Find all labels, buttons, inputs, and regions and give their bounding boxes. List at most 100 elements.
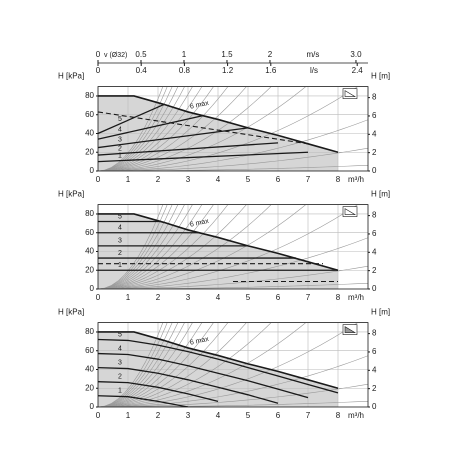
y-tick-label: 0: [90, 166, 95, 175]
x-tick-label: 8: [336, 293, 341, 302]
plot: [98, 86, 368, 171]
x-tick-label: 4: [216, 411, 221, 420]
curve: [98, 395, 189, 408]
y-tick-label: 60: [85, 110, 94, 119]
x-tick-label: 7: [306, 293, 311, 302]
x-tick-label: 5: [246, 411, 251, 420]
x-tick-label: 1: [126, 411, 131, 420]
curve: [98, 151, 309, 163]
system-curve: [98, 86, 272, 171]
y2-tick-label: 0: [372, 402, 377, 411]
y-tick-label: 20: [85, 383, 94, 392]
curve-label: 5: [118, 213, 122, 220]
y2-tick-label: 8: [372, 93, 377, 102]
system-curve: [98, 86, 164, 171]
y-tick-label: 80: [85, 209, 94, 218]
y-axis-label: H [kPa]: [58, 72, 84, 81]
system-curve: [98, 237, 368, 290]
y-tick-label: 80: [85, 327, 94, 336]
y-tick-label: 60: [85, 228, 94, 237]
x-axis-label: m³/h: [348, 293, 364, 302]
curve: [98, 142, 279, 156]
top-tick-label: 0.8: [179, 66, 191, 75]
curve: [98, 331, 339, 390]
curve-label: 6 max: [189, 218, 210, 229]
top-tick-label: 0: [96, 66, 101, 75]
curve-label: 3: [118, 238, 122, 245]
x-tick-label: 7: [306, 411, 311, 420]
mode-icon-curve: [344, 326, 357, 333]
x-tick-label: 2: [156, 293, 161, 302]
curve-label: 1: [118, 262, 122, 269]
system-curve: [98, 322, 203, 408]
x-tick-label: 1: [126, 175, 131, 184]
x-tick-label: 6: [276, 293, 281, 302]
x-axis-label: m³/h: [348, 175, 364, 184]
y-tick-label: 20: [85, 265, 94, 274]
y2-tick-label: 2: [372, 266, 377, 275]
y2-tick-label: 8: [372, 329, 377, 338]
top-tick-label: 1.2: [222, 66, 234, 75]
y-tick-label: 0: [90, 284, 95, 293]
curve-label: 2: [118, 145, 122, 152]
curve: [98, 115, 204, 140]
x-tick-label: 5: [246, 175, 251, 184]
system-curve: [98, 204, 185, 290]
system-curve: [98, 86, 247, 171]
y-tick-label: 20: [85, 147, 94, 156]
curve: [98, 127, 249, 149]
system-curve: [98, 322, 229, 408]
top-axis-label: v (Ø32): [104, 52, 127, 59]
top-tick-label: 1.5: [221, 50, 233, 59]
system-curve: [98, 322, 214, 408]
y-tick-label: 0: [90, 402, 95, 411]
top-tick-label: 2.4: [352, 66, 364, 75]
y2-tick-label: 6: [372, 229, 377, 238]
plot-frame: [97, 86, 369, 172]
top-axis-unit: l/s: [310, 66, 318, 75]
y2-tick-label: 4: [372, 247, 377, 256]
x-tick-label: 6: [276, 411, 281, 420]
system-curve: [98, 204, 168, 290]
plot-frame: [97, 204, 369, 290]
curve: [98, 95, 339, 154]
x-tick-label: 3: [186, 293, 191, 302]
y-axis-label: H [kPa]: [58, 190, 84, 199]
y2-tick-label: 4: [372, 129, 377, 138]
mode-icon-curve: [344, 208, 357, 215]
plot: [98, 204, 368, 290]
y2-tick-label: 2: [372, 148, 377, 157]
curve-label: 4: [118, 225, 122, 232]
x-axis-label: m³/h: [348, 411, 364, 420]
x-tick-label: 1: [126, 293, 131, 302]
y2-tick-label: 4: [372, 365, 377, 374]
curve-label: 4: [118, 126, 122, 133]
curve-label: 5: [118, 331, 122, 338]
curve-label: 2: [118, 250, 122, 257]
x-tick-label: 0: [96, 175, 101, 184]
curve-label: 1: [118, 153, 122, 160]
system-curve: [98, 322, 179, 408]
system-curve: [98, 265, 368, 290]
x-tick-label: 8: [336, 411, 341, 420]
system-curve: [98, 86, 185, 171]
top-tick-label: 0.5: [135, 50, 147, 59]
plot-frame: [97, 322, 369, 408]
x-tick-label: 4: [216, 293, 221, 302]
x-tick-label: 3: [186, 175, 191, 184]
curve: [98, 366, 279, 404]
y-tick-label: 40: [85, 365, 94, 374]
top-axis-unit: m/s: [307, 50, 320, 59]
curve-label: 3: [118, 359, 122, 366]
y2-tick-label: 6: [372, 111, 377, 120]
system-curve: [98, 322, 193, 408]
curve-label: 3: [118, 137, 122, 144]
x-tick-label: 2: [156, 411, 161, 420]
mode-icon-curve: [344, 90, 357, 97]
y-tick-label: 40: [85, 129, 94, 138]
system-curve: [98, 204, 179, 290]
system-curve: [98, 204, 164, 290]
system-curve: [98, 204, 214, 290]
